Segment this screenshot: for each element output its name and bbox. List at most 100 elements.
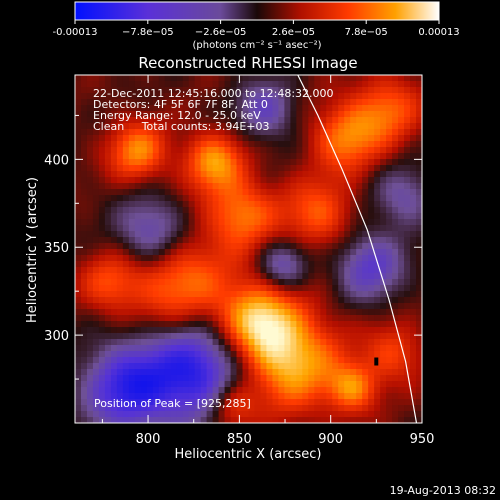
heatmap-cell	[164, 357, 172, 364]
heatmap-cell	[92, 171, 100, 178]
heatmap-cell	[230, 363, 238, 370]
heatmap-cell	[278, 291, 285, 298]
heatmap-cell	[206, 123, 214, 130]
heatmap-cell	[200, 99, 208, 106]
heatmap-cell	[122, 225, 130, 232]
heatmap-cell	[368, 129, 375, 136]
heatmap-cell	[134, 291, 142, 298]
heatmap-cell	[254, 231, 262, 238]
heatmap-cell	[356, 285, 363, 292]
heatmap-cell	[302, 339, 309, 346]
heatmap-cell	[140, 105, 148, 112]
colorbar-unit-label: (photons cm⁻² s⁻¹ asec⁻²)	[192, 40, 321, 51]
heatmap-cell	[410, 273, 417, 280]
heatmap-cell	[86, 345, 94, 352]
heatmap-cell	[356, 399, 363, 406]
heatmap-cell	[182, 171, 190, 178]
heatmap-cell	[314, 195, 321, 202]
heatmap-cell	[236, 375, 244, 382]
heatmap-cell	[98, 231, 106, 238]
heatmap-cell	[86, 411, 94, 418]
heatmap-cell	[374, 159, 381, 166]
heatmap-cell	[296, 291, 303, 298]
heatmap-cell	[374, 249, 381, 256]
heatmap-cell	[410, 321, 417, 328]
heatmap-cell	[140, 267, 148, 274]
heatmap-cell	[242, 93, 250, 100]
heatmap-cell	[404, 147, 411, 154]
heatmap-cell	[122, 237, 130, 244]
heatmap-cell	[128, 195, 136, 202]
heatmap-cell	[314, 267, 321, 274]
heatmap-cell	[320, 309, 327, 316]
heatmap-cell	[332, 213, 339, 220]
heatmap-cell	[404, 243, 411, 250]
heatmap-cell	[284, 75, 291, 82]
heatmap-cell	[182, 405, 190, 412]
heatmap-cell	[248, 183, 256, 190]
heatmap-cell	[86, 219, 94, 226]
heatmap-cell	[80, 273, 88, 280]
heatmap-cell	[158, 417, 166, 423]
heatmap-cell	[122, 333, 130, 340]
heatmap-cell	[296, 417, 303, 423]
heatmap-cell	[410, 369, 417, 376]
heatmap-cell	[266, 147, 274, 154]
heatmap-cell	[308, 147, 315, 154]
heatmap-cell	[110, 387, 118, 394]
heatmap-cell	[164, 339, 172, 346]
heatmap-cell	[386, 279, 393, 286]
heatmap-cell	[182, 387, 190, 394]
heatmap-cell	[128, 183, 136, 190]
heatmap-cell	[392, 213, 399, 220]
heatmap-cell	[326, 399, 333, 406]
heatmap-cell	[380, 237, 387, 244]
heatmap-cell	[110, 147, 118, 154]
heatmap-cell	[302, 237, 309, 244]
heatmap-cell	[254, 279, 262, 286]
heatmap-cell	[212, 291, 220, 298]
heatmap-cell	[75, 279, 82, 286]
heatmap-cell	[410, 375, 417, 382]
heatmap-cell	[242, 405, 250, 412]
heatmap-cell	[332, 87, 339, 94]
heatmap-cell	[158, 105, 166, 112]
heatmap-cell	[344, 213, 351, 220]
heatmap-cell	[326, 267, 333, 274]
heatmap-cell	[224, 243, 232, 250]
heatmap-cell	[266, 315, 274, 322]
heatmap-cell	[110, 315, 118, 322]
heatmap-cell	[230, 387, 238, 394]
heatmap-cell	[320, 399, 327, 406]
heatmap-cell	[290, 93, 297, 100]
heatmap-cell	[404, 351, 411, 358]
heatmap-cell	[248, 189, 256, 196]
heatmap-cell	[344, 75, 351, 82]
heatmap-cell	[380, 411, 387, 418]
heatmap-cell	[182, 147, 190, 154]
heatmap-cell	[356, 99, 363, 106]
heatmap-cell	[230, 165, 238, 172]
heatmap-cell	[308, 87, 315, 94]
heatmap-cell	[272, 93, 280, 100]
heatmap-cell	[128, 417, 136, 423]
heatmap-cell	[182, 123, 190, 130]
heatmap-cell	[368, 177, 375, 184]
heatmap-cell	[224, 399, 232, 406]
heatmap-cell	[212, 135, 220, 142]
heatmap-cell	[308, 345, 315, 352]
heatmap-cell	[75, 153, 82, 160]
heatmap-cell	[80, 141, 88, 148]
heatmap-cell	[122, 195, 130, 202]
heatmap-cell	[200, 303, 208, 310]
heatmap-cell	[170, 339, 178, 346]
heatmap-cell	[92, 255, 100, 262]
heatmap-cell	[158, 393, 166, 400]
heatmap-cell	[242, 195, 250, 202]
heatmap-cell	[338, 117, 345, 124]
heatmap-cell	[368, 399, 375, 406]
heatmap-cell	[272, 321, 280, 328]
heatmap-cell	[164, 345, 172, 352]
heatmap-cell	[104, 219, 112, 226]
heatmap-cell	[236, 105, 244, 112]
